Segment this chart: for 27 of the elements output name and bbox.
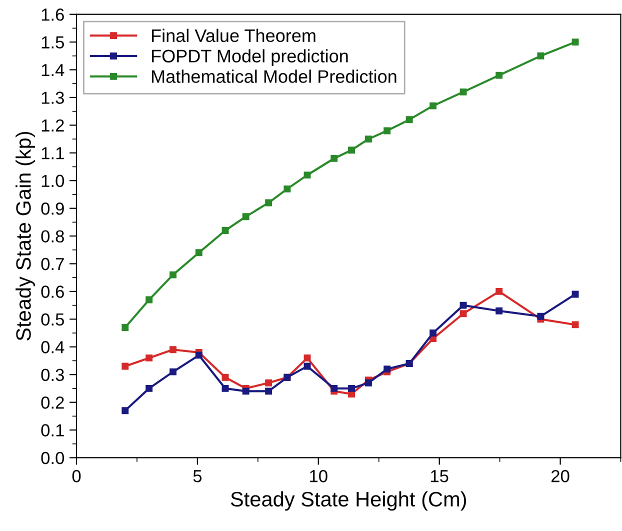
- x-axis-title: Steady State Height (Cm): [230, 491, 466, 511]
- y-tick-label: 0.5: [41, 313, 64, 326]
- y-tick-label: 1.5: [42, 36, 64, 49]
- y-tick-label: 1.6: [42, 8, 64, 21]
- legend-label: Mathematical Model Prediction: [152, 70, 396, 83]
- y-tick-label: 0.2: [41, 396, 64, 409]
- y-tick-label: 1.2: [42, 119, 64, 132]
- x-tick-label: 15: [431, 470, 448, 482]
- y-tick-label: 0.4: [41, 341, 64, 354]
- y-tick-label: 0.7: [41, 258, 64, 270]
- x-tick-label: 10: [310, 470, 328, 482]
- y-tick-label: 1.3: [42, 92, 64, 104]
- x-tick-label: 0: [72, 470, 81, 482]
- y-tick-label: 0.6: [41, 286, 64, 298]
- y-tick-label: 0.0: [41, 452, 64, 464]
- y-tick-label: 0.1: [41, 424, 64, 436]
- y-tick-label: 0.3: [41, 368, 64, 382]
- x-tick-label: 20: [552, 470, 570, 482]
- y-tick-label: 0.9: [41, 202, 64, 215]
- x-tick-label: 5: [193, 470, 202, 482]
- y-tick-label: 1.0: [42, 174, 64, 188]
- y-tick-label: 0.8: [41, 230, 64, 242]
- y-tick-label: 1.1: [42, 147, 64, 160]
- legend-label: FOPDT Model prediction: [152, 49, 348, 66]
- y-axis-title: Steady State Gain (kp): [16, 132, 36, 340]
- legend-label: Final Value Theorem: [152, 28, 316, 42]
- y-tick-label: 1.4: [42, 64, 64, 76]
